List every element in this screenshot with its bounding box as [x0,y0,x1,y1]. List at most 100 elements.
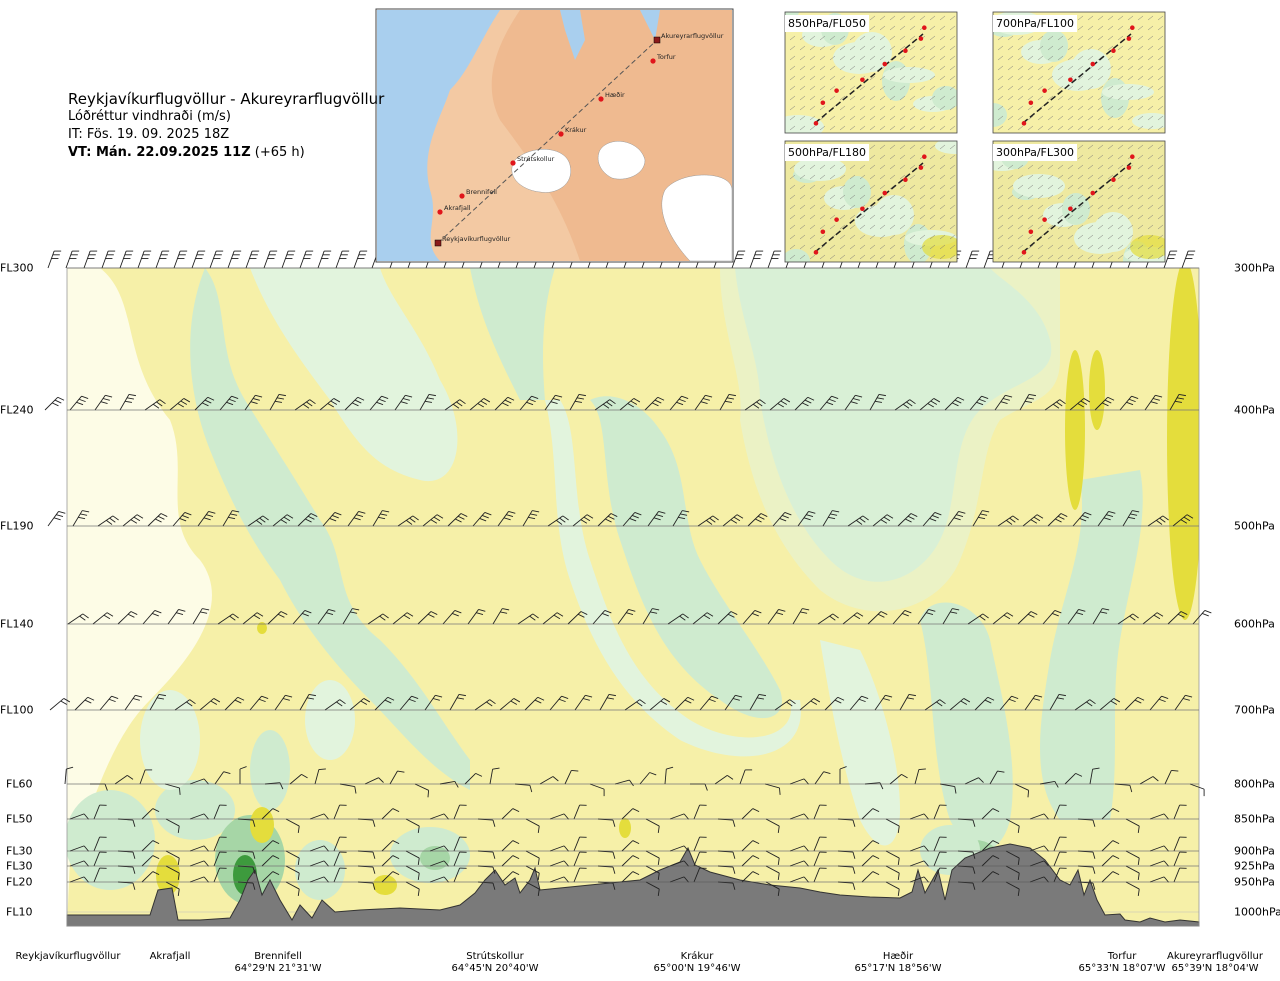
wind-barb [267,611,288,625]
wind-barb [1014,783,1030,798]
wind-barb [889,773,908,785]
wind-barb [367,613,389,625]
wind-barb [319,398,341,411]
wind-barb [69,395,89,411]
wind-barb [1089,767,1100,785]
wind-barb [749,250,764,269]
svg-text:Strútskollur: Strútskollur [517,155,555,163]
wind-barb [389,770,405,785]
wind-barb [467,609,486,625]
wind-barb [499,698,521,711]
wind-barb [861,855,880,867]
wind-barb [525,850,540,866]
wind-barb [999,695,1019,711]
wind-barb [789,845,809,852]
wind-barb [244,394,263,411]
wind-barb [442,609,462,625]
downdraft-cell-6 [373,875,397,895]
wind-barb [614,779,634,787]
wind-barb [272,514,294,527]
wind-barb [817,613,839,625]
wind-barb [719,393,736,411]
wind-barb [141,840,160,852]
updraft-cell-7 [420,846,450,870]
thumbnail-label: 700hPa/FL100 [993,15,1078,32]
wind-barb [1167,611,1188,625]
wind-barb [624,699,646,711]
wind-barb [989,770,1005,785]
wind-barb [741,808,760,820]
wind-barb [1117,613,1139,625]
wind-barb [1005,881,1020,897]
wind-barb [299,250,314,269]
wind-barb [765,818,780,834]
wind-barb [492,608,510,625]
waypoint-name: Hæðir [882,951,914,962]
wind-barb [399,695,419,711]
svg-text:Reykjavíkurflugvöllur: Reykjavíkurflugvöllur [442,235,511,243]
waypoint-label: Strútskollur 64°45'N 20°40'W [452,951,539,975]
map-waypoint: Akureyrarflugvöllur [653,32,724,44]
downdraft-cell-4 [250,807,274,843]
wind-barb [885,881,900,897]
updraft-band-11 [820,640,900,846]
wind-barb [469,398,491,411]
wind-barb [1147,515,1169,527]
wind-barb [1122,510,1140,527]
wind-barb [1029,876,1049,883]
wind-barb [744,399,766,411]
updraft-cell-2 [155,780,235,840]
wind-barb [519,395,539,411]
wind-barb [885,818,900,834]
wind-barb [1024,694,1043,711]
wind-barb [899,693,916,711]
wind-barb [142,609,162,625]
flight-level-label: FL50 [6,812,33,826]
wind-barb [844,394,863,411]
wind-barb [405,881,420,897]
wind-barb [799,698,821,711]
wind-barb [644,396,665,411]
wind-barb [667,613,689,625]
route-map: Akureyrarflugvöllur Torfur Hæðir Krákur Strú… [375,8,734,263]
wind-barb [74,696,95,711]
wind-barb [1172,514,1194,527]
wind-barb [897,513,918,527]
map-fjord-2 [640,10,660,40]
wind-barb [309,876,329,883]
map-waypoint: Akrafjall [437,204,471,215]
wind-barb [93,836,107,852]
wind-barb [242,612,264,625]
wind-barb [47,250,62,269]
wind-barb [494,396,515,411]
wind-barb [1101,840,1120,852]
pressure-level-label: 925hPa [1234,859,1275,873]
wind-barb [981,840,1000,852]
wind-barb [65,250,80,269]
waypoint-label: Akureyrarflugvöllur 65°39'N 18°04'W [1167,951,1263,975]
wind-barb [222,510,240,527]
wind-barb [137,250,152,269]
wind-barb [1149,845,1169,852]
map-waypoint: Torfur [650,53,676,64]
thumbnail-label: 300hPa/FL300 [993,144,1078,161]
wind-barb [933,867,947,883]
updraft-band-9 [1040,470,1143,820]
wind-barb [263,250,278,269]
wind-barb [1192,609,1212,625]
pressure-level-label: 1000hPa [1234,905,1280,919]
wind-barb [1053,836,1067,852]
wind-barb [645,850,660,866]
wind-barb [1101,808,1120,820]
wind-barb [453,804,467,820]
wind-barb [199,698,221,711]
wind-barb [317,609,336,625]
wind-barb [289,773,308,785]
map-sea-west [377,10,500,261]
wind-barb [189,860,209,867]
wind-barb [692,612,714,625]
wind-barb [813,804,827,820]
updraft-cell-10 [250,730,290,810]
wind-barb [573,804,587,820]
